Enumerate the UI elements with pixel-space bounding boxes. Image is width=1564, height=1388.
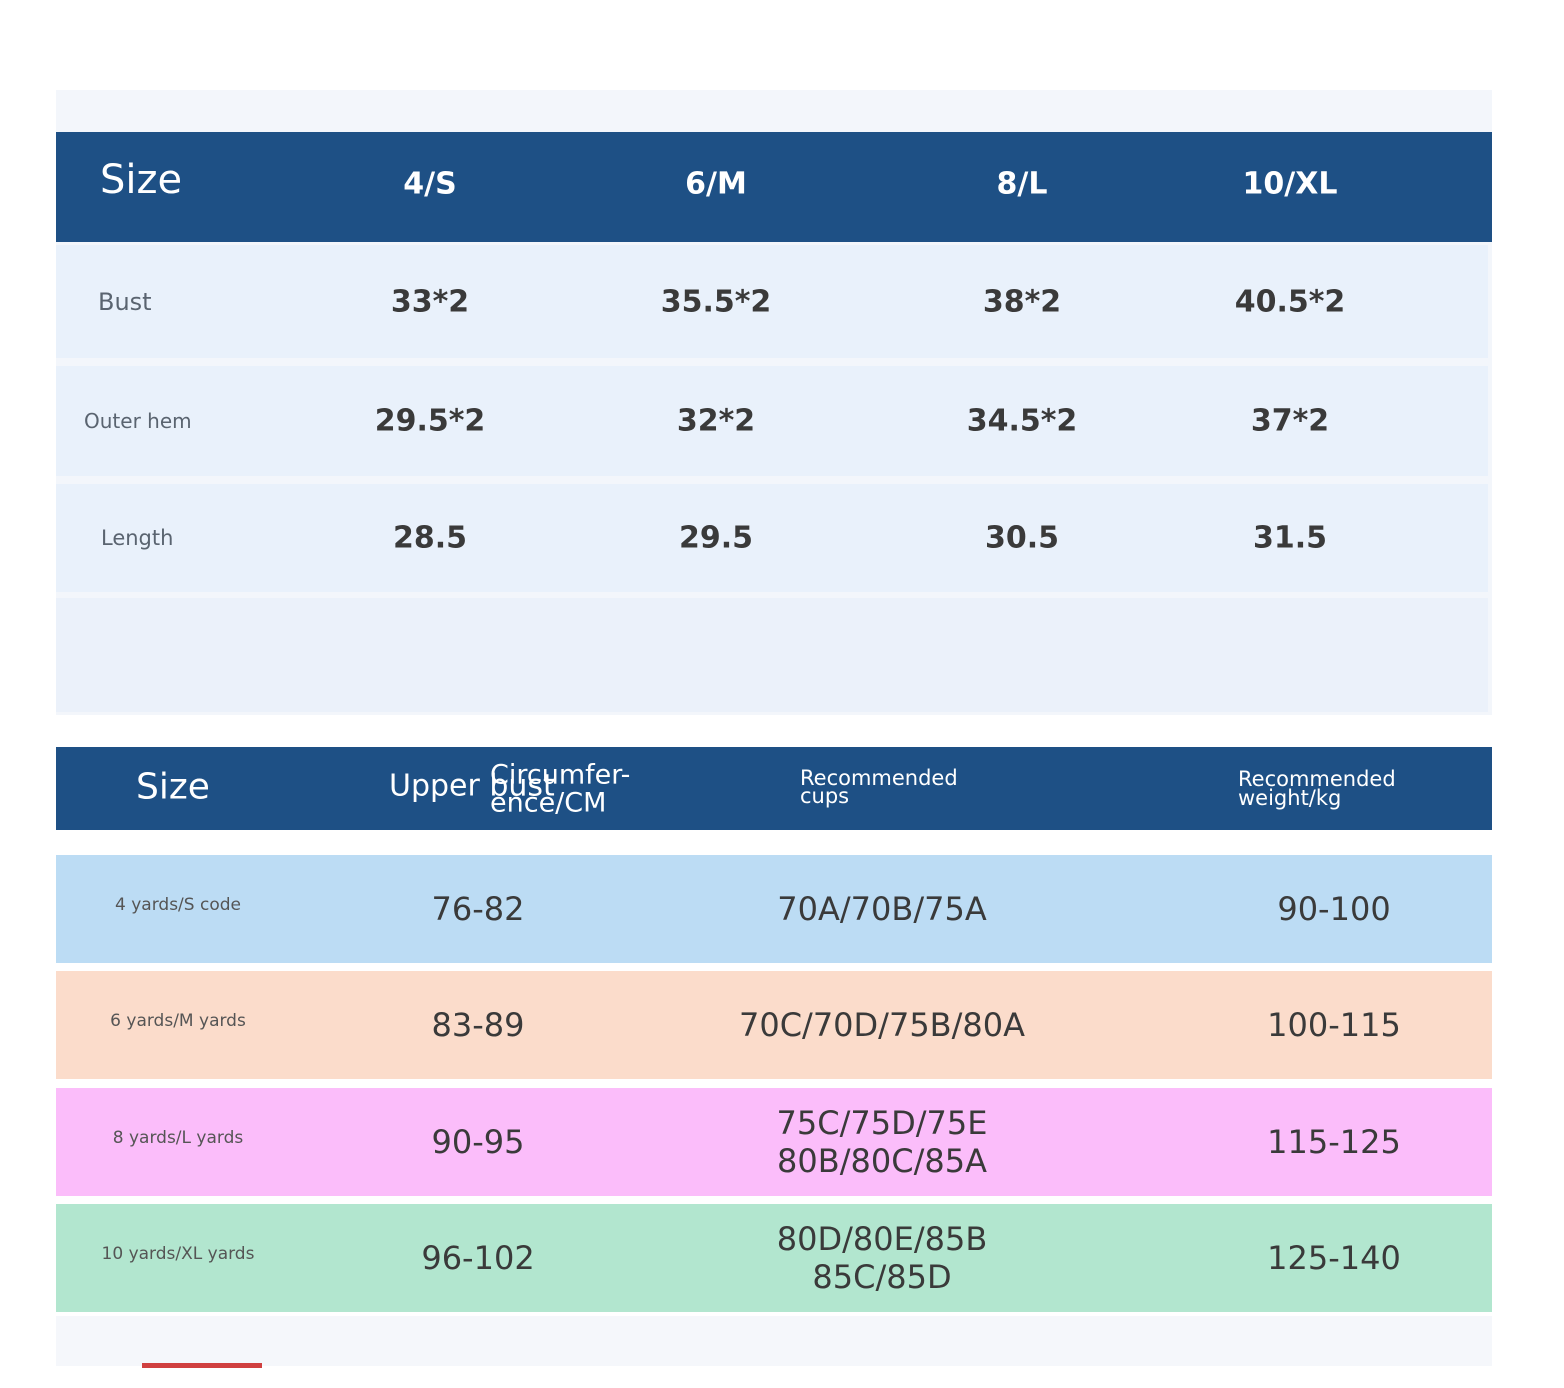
cell-value: 96-102: [421, 1239, 535, 1277]
row-label: 10 yards/XL yards: [101, 1244, 255, 1264]
header-cell: cups: [800, 784, 850, 808]
header-cell: Recommended: [1238, 767, 1396, 791]
table2-row: [56, 1204, 1492, 1312]
table2-row: [56, 855, 1492, 963]
header-cell: Size: [136, 766, 210, 808]
table1-header: [56, 132, 1492, 242]
table1-row: [56, 366, 1488, 476]
header-cell: Size: [100, 157, 183, 203]
header-cell: 6/M: [685, 166, 747, 202]
row-label: Length: [101, 526, 174, 550]
cell-value: 34.5*2: [966, 403, 1078, 439]
cell-value: 31.5: [1252, 520, 1328, 556]
cell-value: 70C/70D/75B/80A: [738, 1006, 1026, 1044]
cell-value: 76-82: [431, 890, 525, 928]
table2-row: [56, 1088, 1492, 1196]
cell-value: 90-100: [1277, 890, 1391, 928]
cell-value: 38*2: [982, 284, 1062, 319]
cell-value: 33*2: [390, 284, 470, 319]
cell-value: 29.5*2: [374, 403, 486, 439]
header-cell: 8/L: [996, 166, 1048, 202]
cell-value: 30.5: [984, 520, 1060, 556]
cell-value: 40.5*2: [1234, 284, 1346, 319]
table1-empty-row: [56, 598, 1488, 712]
table2-row: [56, 971, 1492, 1079]
header-cell: Upper bust: [389, 768, 555, 804]
cell-value: 125-140: [1267, 1239, 1401, 1277]
table1-row: [56, 245, 1488, 358]
header-cell: weight/kg: [1238, 786, 1342, 810]
footer-accent: [142, 1363, 262, 1368]
table2-header: [56, 747, 1492, 830]
table1-row: [56, 484, 1488, 592]
header-cell: Recommended: [800, 766, 958, 790]
cell-value: 83-89: [431, 1006, 525, 1044]
footer-strip: [56, 1316, 1492, 1366]
cell-value: 80D/80E/85B: [776, 1220, 988, 1258]
cell-value: 115-125: [1267, 1123, 1401, 1161]
row-label: 4 yards/S code: [115, 895, 241, 915]
cell-value: 100-115: [1267, 1006, 1401, 1044]
row-label: Bust: [98, 287, 152, 316]
cell-value: 32*2: [676, 403, 756, 439]
header-cell: ence/CM: [490, 787, 607, 819]
cell-value: 37*2: [1250, 403, 1330, 439]
row-label: 6 yards/M yards: [110, 1011, 246, 1031]
cell-value: 70A/70B/75A: [777, 890, 987, 928]
header-cell: 4/S: [403, 166, 457, 202]
cell-value: 80B/80C/85A: [777, 1142, 987, 1180]
cell-value: 85C/85D: [812, 1258, 952, 1296]
row-label: Outer hem: [84, 409, 192, 433]
cell-value: 29.5: [678, 520, 754, 556]
header-cell: 10/XL: [1242, 166, 1338, 202]
cell-value: 35.5*2: [660, 284, 772, 319]
cell-value: 75C/75D/75E: [776, 1104, 988, 1142]
cell-value: 90-95: [431, 1123, 525, 1161]
header-cell: Circumfer-: [490, 759, 631, 791]
cell-value: 28.5: [392, 520, 468, 556]
row-label: 8 yards/L yards: [112, 1128, 244, 1148]
